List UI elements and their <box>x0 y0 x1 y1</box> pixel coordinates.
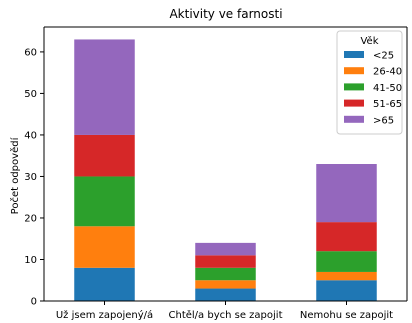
legend-label: <25 <box>373 51 394 62</box>
bar-segment <box>195 255 256 268</box>
legend: Věk <25 26-40 41-50 51-65 >65 <box>336 30 403 135</box>
x-tick-label: Nemohu se zapojit <box>300 310 393 321</box>
legend-label: 41-50 <box>373 83 402 94</box>
legend-label: 26-40 <box>373 67 402 78</box>
legend-label: >65 <box>373 115 394 126</box>
bar-segment <box>74 134 135 177</box>
x-axis: Už jsem zapojený/á Chtěl/a bych se zapoji… <box>44 26 408 321</box>
legend-title: Věk <box>360 35 378 47</box>
bar-segment <box>316 280 377 301</box>
bar-segment <box>74 226 135 268</box>
legend-swatch <box>344 51 364 58</box>
legend-label: 51-65 <box>373 99 402 110</box>
bar-segment <box>195 288 256 301</box>
y-tick-label: 30 <box>24 172 37 183</box>
chart-title: Aktivity ve farnosti <box>169 7 282 21</box>
y-tick-label: 10 <box>24 255 37 266</box>
bar-segment <box>195 242 256 256</box>
y-axis-label: Počet odpovědí <box>9 136 21 214</box>
bar-segment <box>74 267 135 301</box>
legend-swatch <box>344 115 364 123</box>
bar-segment <box>316 164 377 223</box>
bar-segment <box>316 271 377 281</box>
legend-swatch <box>344 67 364 75</box>
x-tick-label: Už jsem zapojený/á <box>56 309 153 321</box>
bar-segment <box>195 267 256 281</box>
bar-segment <box>195 280 256 289</box>
y-tick-label: 60 <box>24 47 37 58</box>
legend-swatch <box>344 99 364 107</box>
bars-group <box>74 39 377 301</box>
legend-swatch <box>344 83 364 91</box>
y-tick-label: 0 <box>31 297 37 308</box>
x-tick-label: Chtěl/a bych se zapojit <box>169 309 283 321</box>
y-tick-label: 50 <box>24 89 37 100</box>
bar-segment <box>74 176 135 227</box>
y-tick-label: 40 <box>24 130 37 141</box>
bar-segment <box>316 251 377 272</box>
bar-segment <box>316 222 377 252</box>
y-axis: 0 10 20 30 40 50 60 <box>24 27 45 308</box>
y-tick-label: 20 <box>24 213 37 224</box>
bar-segment <box>74 39 135 135</box>
